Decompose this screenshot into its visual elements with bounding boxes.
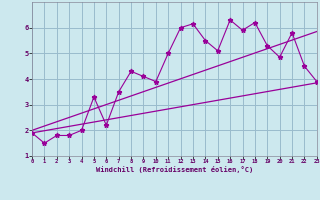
X-axis label: Windchill (Refroidissement éolien,°C): Windchill (Refroidissement éolien,°C) bbox=[96, 166, 253, 173]
